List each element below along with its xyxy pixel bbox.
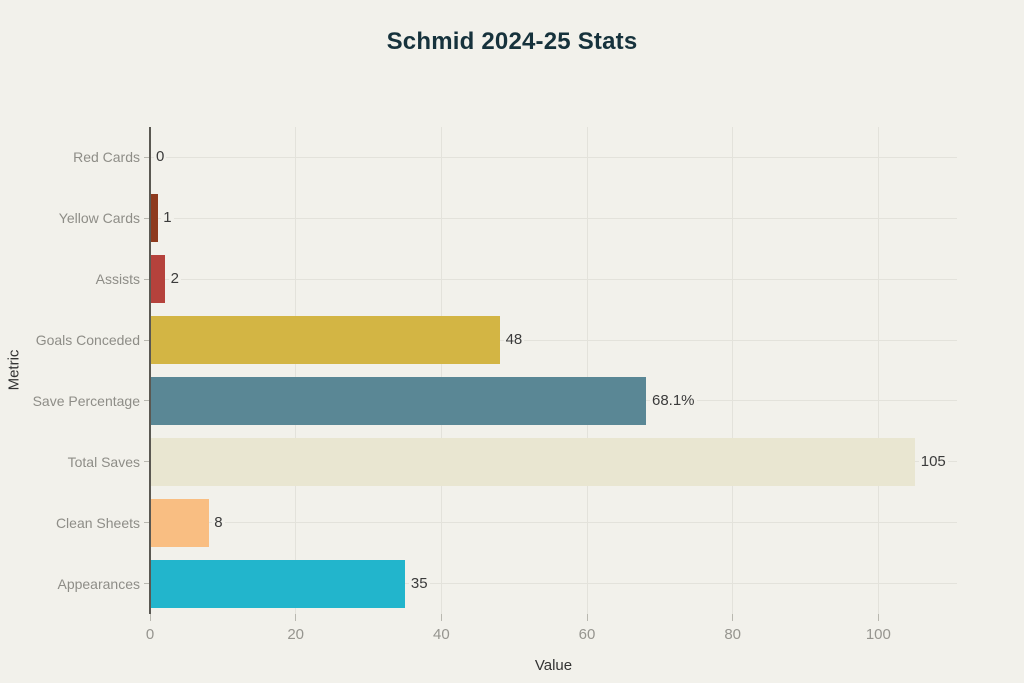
bar — [150, 559, 406, 608]
x-tick-label: 40 — [432, 626, 450, 643]
chart-title: Schmid 2024-25 Stats — [386, 28, 638, 55]
h-gridline — [150, 217, 957, 219]
value-label: 105 — [918, 452, 948, 471]
bar — [150, 316, 501, 365]
value-label: 68.1% — [649, 391, 697, 410]
v-gridline — [440, 127, 442, 614]
y-tick-mark — [144, 278, 150, 280]
x-tick-label: 0 — [145, 626, 155, 643]
x-tick-mark — [440, 614, 442, 621]
x-tick-mark — [149, 614, 151, 621]
h-gridline — [150, 522, 957, 524]
h-gridline — [150, 156, 957, 158]
x-tick-mark — [877, 614, 879, 621]
category-label: Yellow Cards — [58, 210, 140, 227]
x-tick-mark — [732, 614, 734, 621]
category-label: Red Cards — [73, 149, 140, 166]
x-tick-mark — [295, 614, 297, 621]
v-gridline — [586, 127, 588, 614]
y-tick-mark — [144, 156, 150, 158]
category-label: Total Saves — [67, 453, 140, 470]
x-tick-mark — [586, 614, 588, 621]
bar — [150, 437, 916, 486]
v-gridline — [732, 127, 734, 614]
x-axis-title: Value — [534, 657, 573, 674]
value-label: 0 — [154, 148, 167, 167]
value-label: 1 — [161, 209, 174, 228]
v-gridline — [295, 127, 297, 614]
y-tick-mark — [144, 461, 150, 463]
category-label: Goals Conceded — [35, 332, 140, 349]
category-label: Assists — [95, 271, 140, 288]
x-tick-label: 100 — [865, 626, 891, 643]
y-tick-mark — [144, 400, 150, 402]
v-gridline — [877, 127, 879, 614]
y-tick-mark — [144, 583, 150, 585]
y-tick-mark — [144, 217, 150, 219]
bar — [150, 498, 209, 547]
h-gridline — [150, 339, 957, 341]
value-label: 8 — [212, 513, 225, 532]
value-label: 35 — [408, 574, 430, 593]
x-tick-label: 20 — [287, 626, 304, 643]
x-tick-label: 60 — [578, 626, 596, 643]
bar — [150, 255, 166, 304]
category-label: Appearances — [57, 575, 140, 592]
bar — [150, 194, 158, 243]
value-label: 48 — [503, 331, 525, 350]
y-axis-line — [149, 127, 151, 614]
y-tick-mark — [144, 522, 150, 524]
h-gridline — [150, 583, 957, 585]
x-tick-label: 80 — [724, 626, 741, 643]
h-gridline — [150, 278, 957, 280]
category-label: Save Percentage — [32, 392, 140, 409]
bar — [150, 376, 647, 425]
value-label: 2 — [168, 270, 181, 289]
category-label: Clean Sheets — [55, 514, 140, 531]
y-tick-mark — [144, 339, 150, 341]
